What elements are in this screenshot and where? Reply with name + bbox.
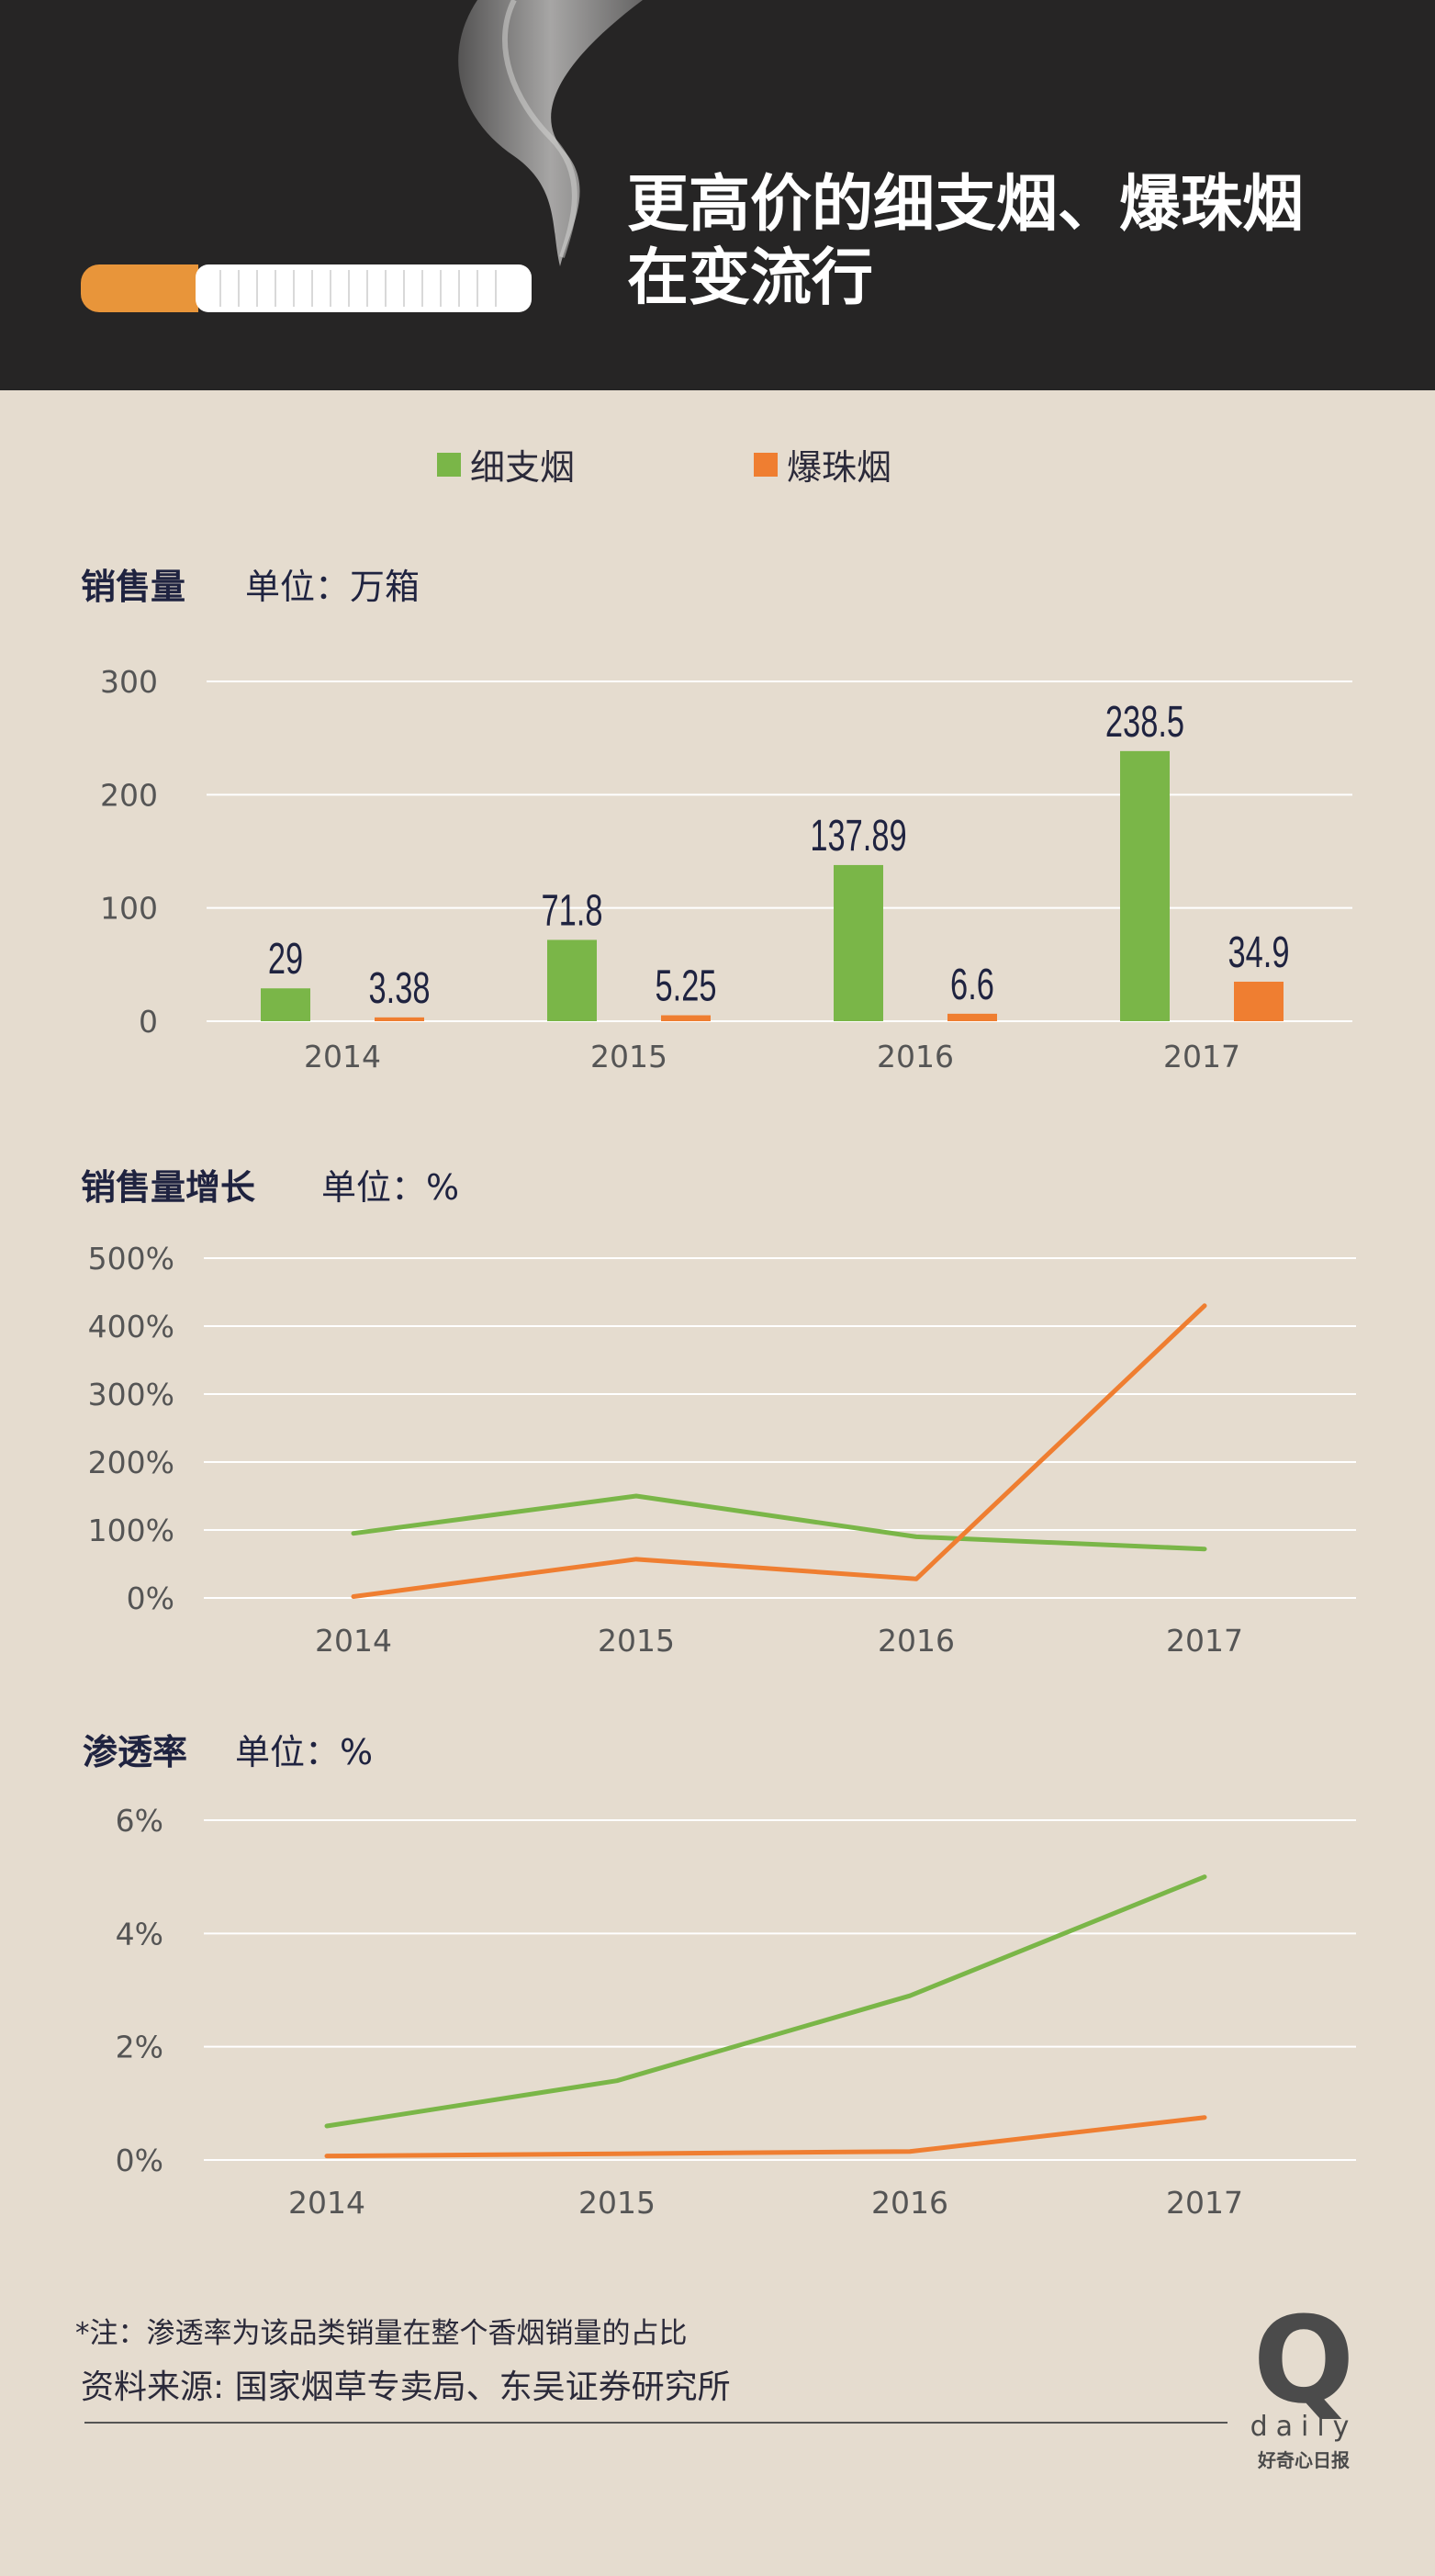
series-line xyxy=(324,1874,1207,2129)
y-tick-label: 300 xyxy=(100,664,158,700)
y-tick-label: 100 xyxy=(100,891,158,927)
bar xyxy=(1234,981,1284,1021)
y-tick-label: 6% xyxy=(116,1803,163,1839)
logo-letter: Q xyxy=(1252,2290,1355,2430)
y-tick-label: 2% xyxy=(116,2030,163,2065)
y-tick-label: 200% xyxy=(88,1445,174,1480)
sales-chart-unit: 单位：万箱 xyxy=(245,567,420,607)
bar xyxy=(661,1015,711,1021)
penetration-chart-title: 渗透率 xyxy=(83,1732,188,1772)
bar-value-label: 29 xyxy=(268,933,303,983)
y-tick-label: 0% xyxy=(127,1580,174,1616)
x-tick-label: 2014 xyxy=(288,2185,365,2221)
footnote: *注：渗透率为该品类销量在整个香烟销量的占比 xyxy=(75,2317,688,2350)
sales-bar-chart: 0 100 200 300 29 3.38 2014 71.8 5.25 2015 137.89 6.… xyxy=(100,664,1352,1074)
growth-chart-unit: 单位：% xyxy=(321,1167,460,1208)
legend-label: 爆珠烟 xyxy=(787,447,892,488)
page-title: 更高价的细支烟、爆珠烟 在变流行 xyxy=(627,167,1398,314)
x-tick-label: 2016 xyxy=(871,2185,948,2221)
penetration-chart-unit: 单位：% xyxy=(235,1732,374,1772)
growth-line-chart: 0% 100% 200% 300% 400% 500% 2014 2015 2016 2017 xyxy=(88,1241,1356,1659)
growth-chart-title: 销售量增长 xyxy=(81,1167,256,1208)
bar-value-label: 71.8 xyxy=(541,885,602,935)
bar-value-label: 6.6 xyxy=(950,959,994,1008)
sales-chart-title: 销售量 xyxy=(81,567,186,607)
bar-value-label: 137.89 xyxy=(810,810,906,860)
bar-value-label: 5.25 xyxy=(655,961,716,1010)
y-tick-label: 4% xyxy=(116,1916,163,1952)
logo-chinese: 好奇心日报 xyxy=(1258,2449,1350,2471)
bar xyxy=(834,864,883,1021)
header-banner: 更高价的细支烟、爆珠烟 在变流行 xyxy=(0,0,1435,390)
legend-item-thin: 细支烟 xyxy=(437,439,575,489)
x-tick-label: 2015 xyxy=(578,2185,656,2221)
logo-word: daily xyxy=(1250,2411,1358,2443)
legend-item-burst: 爆珠烟 xyxy=(754,439,891,489)
cigarette-body xyxy=(196,264,532,312)
bar xyxy=(547,939,597,1021)
bar xyxy=(375,1017,424,1021)
smoke-icon xyxy=(458,0,643,266)
y-tick-label: 400% xyxy=(88,1309,174,1344)
y-tick-label: 200 xyxy=(100,777,158,813)
x-tick-label: 2015 xyxy=(590,1039,667,1074)
x-tick-label: 2017 xyxy=(1166,2185,1243,2221)
y-tick-label: 100% xyxy=(88,1513,174,1548)
x-tick-label: 2014 xyxy=(315,1623,392,1659)
page-title-line: 在变流行 xyxy=(627,242,873,313)
legend-swatch-green xyxy=(437,452,461,477)
y-tick-label: 300% xyxy=(88,1377,174,1412)
bar xyxy=(1120,750,1170,1021)
legend-swatch-orange xyxy=(754,452,778,477)
y-tick-label: 0 xyxy=(139,1004,158,1040)
x-tick-label: 2015 xyxy=(598,1623,675,1659)
x-tick-label: 2016 xyxy=(878,1623,955,1659)
x-tick-label: 2016 xyxy=(877,1039,954,1074)
x-tick-label: 2017 xyxy=(1166,1623,1243,1659)
x-tick-label: 2014 xyxy=(304,1039,381,1074)
y-tick-label: 500% xyxy=(88,1241,174,1277)
penetration-line-chart: 0% 2% 4% 6% 2014 2015 2016 2017 xyxy=(116,1803,1356,2221)
bar-value-label: 3.38 xyxy=(368,962,430,1012)
data-source: 资料来源: 国家烟草专卖局、东吴证券研究所 xyxy=(81,2368,731,2406)
page-title-line: 更高价的细支烟、爆珠烟 xyxy=(627,168,1304,240)
series-line xyxy=(351,1493,1207,1552)
footer-divider xyxy=(84,2422,1228,2424)
legend-label: 细支烟 xyxy=(470,447,576,488)
bar xyxy=(947,1013,997,1021)
bar-value-label: 34.9 xyxy=(1228,927,1289,976)
cigarette-illustration xyxy=(81,0,643,312)
series-line xyxy=(351,1303,1207,1600)
series-line xyxy=(324,2115,1207,2159)
bar xyxy=(261,988,310,1021)
x-tick-label: 2017 xyxy=(1163,1039,1240,1074)
bar-value-label: 238.5 xyxy=(1105,696,1184,746)
y-tick-label: 0% xyxy=(116,2143,163,2178)
